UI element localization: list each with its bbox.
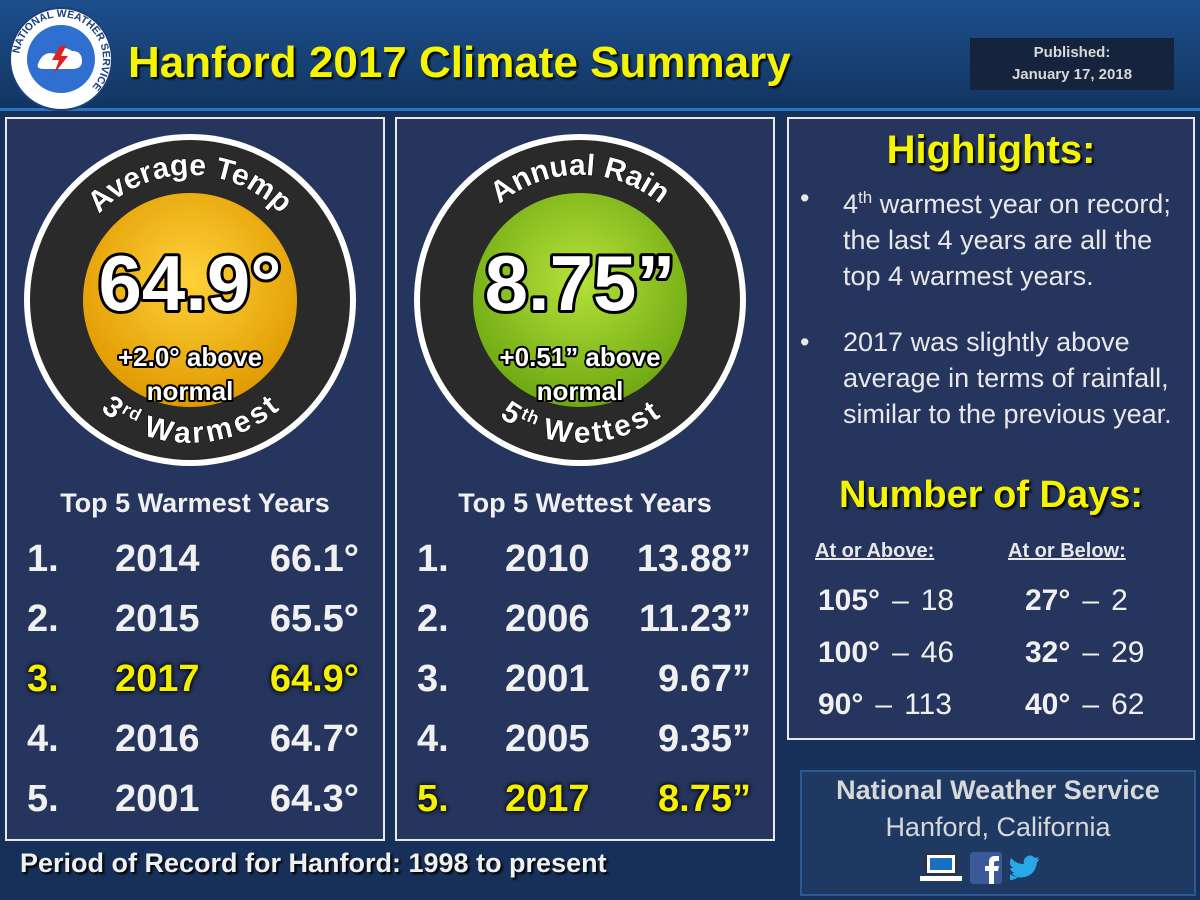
year: 2017 (115, 658, 200, 700)
main-value: 8.75” (485, 239, 676, 327)
nws-logo: NATIONAL WEATHER SERVICE (9, 7, 113, 111)
below-count: 29 (1111, 636, 1145, 669)
year: 2006 (505, 598, 590, 640)
bullet-sup: th (858, 188, 873, 207)
social-icons (920, 852, 1040, 884)
value: 8.75” (658, 778, 751, 820)
gauge-inner (83, 193, 297, 407)
year: 2017 (505, 778, 590, 820)
value: 13.88” (636, 538, 751, 580)
value: 64.9° (269, 658, 359, 700)
published-box: Published: January 17, 2018 (970, 38, 1174, 90)
rank-number: 2. (417, 598, 449, 640)
title: Hanford 2017 Climate Summary (128, 38, 791, 87)
published-date: January 17, 2018 (1011, 66, 1133, 83)
above-count: 113 (904, 688, 952, 721)
footer-org: National Weather Service (836, 775, 1160, 805)
below-temp: 27° (1025, 584, 1071, 617)
above-temp: 105° (818, 584, 881, 617)
bullet-lead: 4 (843, 189, 859, 219)
separator: – (875, 688, 893, 721)
value: 66.1° (269, 538, 359, 580)
below-header: At or Below: (1008, 540, 1126, 562)
rank-number: 3. (27, 658, 59, 700)
rank-number: 4. (417, 718, 449, 760)
days-above: 105° –18 (818, 584, 954, 618)
rank-number: 3. (417, 658, 449, 700)
bullet-body: 2017 was slightly above average in terms… (843, 327, 1172, 429)
departure: +2.0° above (118, 342, 262, 372)
period-of-record: Period of Record for Hanford: 1998 to pr… (20, 848, 607, 878)
year: 2015 (115, 598, 200, 640)
departure: +0.51” above (499, 342, 660, 372)
separator: – (1082, 688, 1100, 721)
below-temp: 40° (1025, 688, 1071, 721)
published-label: Published: (1033, 44, 1111, 61)
days-below: 27° –2 (1025, 584, 1128, 618)
value: 9.35” (658, 718, 751, 760)
separator: – (892, 636, 909, 669)
days-above: 100° –46 (818, 636, 954, 670)
separator: – (892, 584, 909, 617)
year: 2001 (505, 658, 590, 700)
bullet-text: 2017 was slightly above average in terms… (843, 324, 1183, 432)
below-count: 2 (1111, 584, 1128, 617)
above-count: 46 (920, 636, 955, 669)
value: 65.5° (269, 598, 359, 640)
days-below: 32° –29 (1025, 636, 1144, 670)
bullet-mark: • (800, 183, 810, 213)
year: 2014 (115, 538, 200, 580)
highlights-panel (787, 117, 1195, 740)
year: 2005 (505, 718, 590, 760)
value: 64.7° (269, 718, 359, 760)
above-count: 18 (920, 584, 955, 617)
year: 2010 (505, 538, 590, 580)
highlights-title: Highlights: (886, 128, 1096, 172)
bullet-mark: • (800, 327, 810, 357)
days-above: 90° –113 (818, 688, 952, 722)
footer-location: Hanford, California (885, 812, 1111, 842)
bullet-text: 4th warmest year on record; the last 4 y… (843, 180, 1183, 294)
year: 2016 (115, 718, 200, 760)
days-title: Number of Days: (838, 474, 1144, 516)
separator: – (1082, 636, 1100, 669)
separator: – (1082, 584, 1100, 617)
above-temp: 90° (818, 688, 864, 721)
bullet-body: warmest year on record; the last 4 years… (843, 189, 1171, 291)
value: 9.67” (658, 658, 751, 700)
departure-word: normal (147, 376, 234, 406)
days-below: 40° –62 (1025, 688, 1144, 722)
table-title: Top 5 Wettest Years (458, 488, 712, 518)
gauge-inner (473, 193, 687, 407)
rank-number: 1. (417, 538, 449, 580)
year: 2001 (115, 778, 200, 820)
rank-number: 4. (27, 718, 59, 760)
above-header: At or Above: (815, 540, 935, 562)
main-value: 64.9° (98, 239, 281, 327)
rank-number: 2. (27, 598, 59, 640)
above-temp: 100° (818, 636, 881, 669)
table-title: Top 5 Warmest Years (60, 488, 330, 518)
below-temp: 32° (1025, 636, 1071, 669)
rank-number: 5. (417, 778, 449, 820)
below-count: 62 (1111, 688, 1145, 721)
value: 11.23” (639, 598, 751, 640)
departure-word: normal (537, 376, 624, 406)
rank-number: 5. (27, 778, 59, 820)
rank-number: 1. (27, 538, 59, 580)
value: 64.3° (269, 778, 359, 820)
